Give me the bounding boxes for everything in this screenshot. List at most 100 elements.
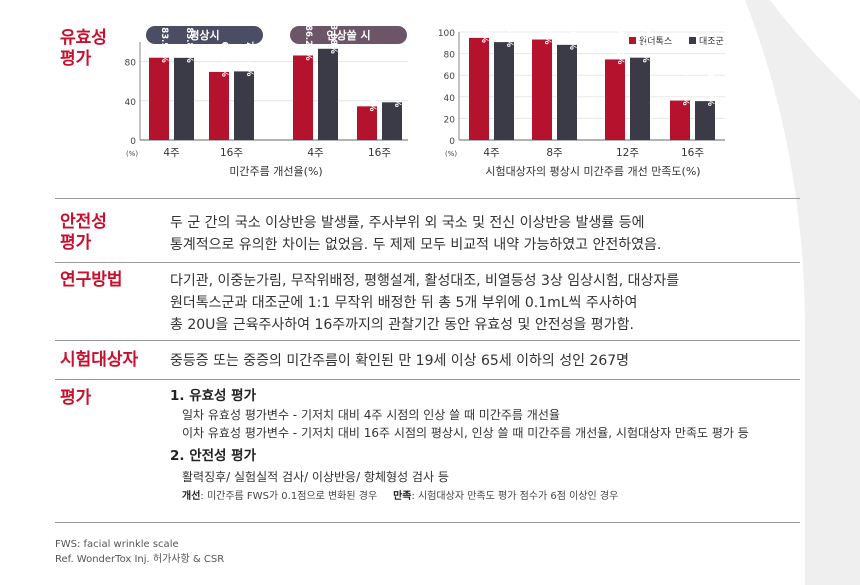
bar — [382, 102, 402, 140]
efficacy-eval-line-2: 이차 유효성 평가변수 - 기저치 대비 16주 시점의 평상시, 인상 쓸 때… — [182, 426, 749, 440]
group-pill-label: 인상쓸 시 — [326, 28, 370, 42]
y-tick-label: 40 — [125, 98, 137, 108]
x-tick-label: 8주 — [546, 147, 563, 159]
safety-eval-heading: 2. 안전성 평가 — [170, 448, 257, 464]
y-tick-label: 0 — [449, 137, 455, 147]
evaluation-text: 1. 유효성 평가 일차 유효성 평가변수 - 기저치 대비 4주 시점의 인상… — [170, 386, 749, 506]
bar — [293, 55, 313, 141]
x-axis-title: 시험대상자의 평상시 미간주름 개선 만족도(%) — [485, 165, 700, 178]
footer-ref: Ref. WonderTox Inj. 허가사항 & CSR — [55, 554, 225, 565]
unit-label: (%) — [445, 150, 457, 158]
group-pill — [290, 26, 407, 44]
data-label: 36.00% — [705, 71, 715, 107]
eval-notes: 개선: 미간주름 FWS가 0.1점으로 변화된 경우 만족: 시험대상자 만족… — [170, 488, 749, 506]
divider-1 — [55, 198, 800, 199]
x-tick-label: 4주 — [483, 147, 500, 159]
divider-3 — [55, 340, 800, 341]
unit-label: (%) — [126, 150, 138, 158]
bar — [357, 106, 377, 140]
y-tick-label: 0 — [130, 137, 136, 147]
bar — [469, 37, 489, 141]
bar — [174, 57, 194, 141]
safety-line-1: 두 군 간의 국소 이상반응 발생률, 주사부위 외 국소 및 전신 이상반응 … — [170, 215, 645, 231]
method-line-3: 총 20U을 근육주사하여 16주까지의 관찰기간 동안 유효성 및 안전성을 … — [170, 317, 634, 333]
divider-5 — [55, 522, 800, 523]
bar — [318, 48, 338, 140]
bar — [695, 101, 715, 140]
data-label: 94.57% — [479, 22, 489, 43]
y-tick-label: 20 — [444, 115, 456, 125]
efficacy-eval-line-1: 일차 유효성 평가변수 - 기저치 대비 4주 시점의 인상 쓸 때 미간주름 … — [182, 408, 560, 422]
note-satisfy-key: 만족 — [393, 491, 412, 502]
x-tick-label: 16주 — [368, 147, 391, 159]
safety-line-2: 통계적으로 유의한 차이는 없었음. 두 제제 모두 비교적 내약 가능하였고 … — [170, 237, 662, 253]
bar — [209, 71, 229, 140]
y-tick-label: 60 — [444, 72, 456, 82]
safety-label: 안전성 평가 — [60, 212, 107, 254]
x-tick-label: 12주 — [616, 147, 639, 159]
bar — [630, 57, 650, 140]
bar — [149, 57, 169, 141]
data-label: 83.97% — [159, 27, 169, 63]
y-tick-label: 80 — [444, 51, 456, 61]
safety-eval-line: 활력징후/ 실험실적 검사/ 이상반응/ 항체형성 검사 등 — [182, 470, 449, 484]
method-label: 연구방법 — [60, 270, 123, 290]
legend-label: 대조군 — [699, 36, 724, 47]
method-line-2: 원더톡스군과 대조군에 1:1 무작위 배정한 뒤 총 5개 부위에 0.1mL… — [170, 295, 638, 311]
data-label: 83.85% — [184, 27, 194, 63]
x-tick-label: 4주 — [307, 147, 324, 159]
footer: FWS: facial wrinkle scale Ref. WonderTox… — [55, 537, 224, 567]
data-label: 93.02% — [542, 22, 552, 45]
safety-label-line2: 평가 — [60, 233, 92, 253]
x-axis-title: 미간주름 개선율(%) — [229, 165, 322, 178]
data-label: 74.60% — [615, 29, 625, 65]
subjects-text: 중등증 또는 중증의 미간주름이 확인된 만 19세 이상 65세 이하의 성인… — [170, 353, 630, 369]
data-label: 34.35% — [367, 76, 377, 112]
group-pill-label: 평상시 — [189, 28, 219, 42]
bar — [532, 39, 552, 140]
data-label: 76.23% — [640, 27, 650, 63]
group-pill — [146, 26, 263, 44]
note-improve-text: : 미간주름 FWS가 0.1점으로 변화된 경우 — [200, 491, 378, 502]
evaluation-label: 평가 — [60, 388, 92, 408]
safety-label-line1: 안전성 — [60, 212, 107, 232]
data-label: 93.08% — [328, 22, 338, 54]
satisfaction-chart: 100 80 60 40 20 0 (%) 원더톡스 대조군 94.57% 90.63% 4주 93.0… — [438, 22, 725, 178]
data-label: 88.10% — [567, 22, 577, 50]
method-text: 다기관, 이중눈가림, 무작위배정, 평행설계, 활성대조, 비열등성 3상 임… — [170, 270, 679, 336]
legend-label: 원더톡스 — [639, 36, 672, 47]
safety-text: 두 군 간의 국소 이상반응 발생률, 주사부위 외 국소 및 전신 이상반응 … — [170, 212, 661, 256]
data-label: 90.63% — [504, 22, 514, 48]
divider-4 — [55, 379, 800, 380]
x-tick-label: 4주 — [163, 147, 180, 159]
data-label: 69.47% — [219, 42, 229, 78]
bar — [670, 100, 690, 140]
data-label: 36.51% — [680, 70, 690, 106]
bar — [557, 44, 577, 140]
x-tick-label: 16주 — [681, 147, 704, 159]
subjects-label: 시험대상자 — [60, 350, 139, 370]
divider-2 — [55, 262, 800, 263]
data-label: 70.00% — [244, 41, 254, 77]
efficacy-label: 유효성 평가 — [60, 28, 107, 70]
data-label: 86.26% — [303, 25, 313, 61]
y-tick-label: 80 — [125, 59, 137, 69]
y-tick-label: 100 — [438, 29, 455, 39]
legend-swatch — [629, 37, 636, 44]
bar — [605, 59, 625, 140]
note-improve-key: 개선 — [182, 491, 201, 502]
footer-fws: FWS: facial wrinkle scale — [55, 539, 179, 550]
note-satisfy-text: : 시험대상자 만족도 평가 점수가 6점 이상인 경우 — [411, 491, 619, 502]
method-line-1: 다기관, 이중눈가림, 무작위배정, 평행설계, 활성대조, 비열등성 3상 임… — [170, 273, 680, 289]
x-tick-label: 16주 — [220, 147, 243, 159]
bar — [494, 42, 514, 140]
bar — [234, 71, 254, 140]
data-label: 38.46% — [392, 72, 402, 108]
wrinkle-improvement-chart: 80 40 0 (%) 평상시 인상쓸 시 83.97% 83.85% 4주 69.47% 70.0… — [125, 22, 408, 178]
y-tick-label: 40 — [444, 94, 456, 104]
efficacy-eval-heading: 1. 유효성 평가 — [170, 388, 257, 404]
legend-swatch — [689, 37, 696, 44]
efficacy-label-line2: 평가 — [60, 49, 92, 69]
efficacy-label-line1: 유효성 — [60, 28, 107, 48]
